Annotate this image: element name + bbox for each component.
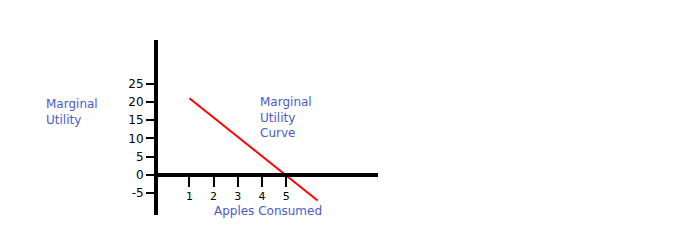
svg-text:3: 3 [234,190,241,203]
svg-text:20: 20 [128,95,143,109]
svg-text:0: 0 [136,168,144,182]
svg-text:MarginalUtility: MarginalUtility [46,97,98,127]
svg-text:15: 15 [128,113,143,127]
svg-text:4: 4 [258,190,265,203]
svg-text:Apples Consumed: Apples Consumed [214,204,322,218]
svg-text:25: 25 [128,77,143,91]
svg-text:5: 5 [136,150,144,164]
svg-text:5: 5 [283,190,290,203]
svg-text:MarginalUtilityCurve: MarginalUtilityCurve [260,95,312,140]
svg-text:-5: -5 [132,186,144,200]
svg-text:10: 10 [128,132,143,146]
svg-text:1: 1 [186,190,193,203]
svg-text:2: 2 [210,190,217,203]
